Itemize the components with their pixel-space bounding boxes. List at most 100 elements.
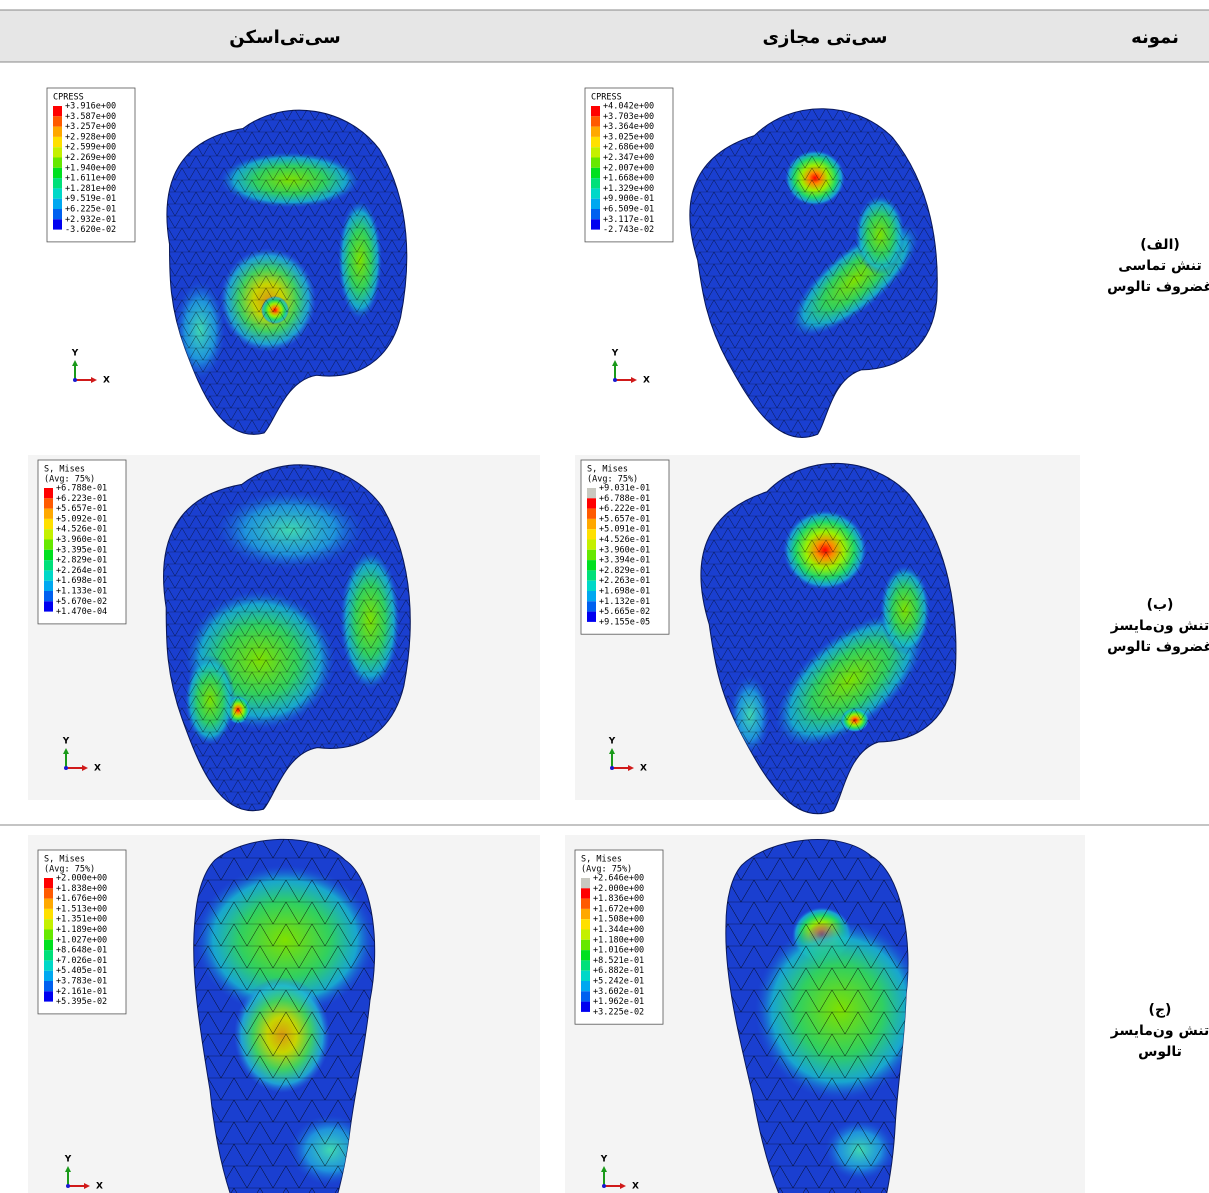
row-label: غضروف تالوس: [1107, 639, 1209, 655]
legend-swatch: [53, 116, 62, 126]
legend-value: +2.000e+00: [593, 884, 644, 894]
legend-value: +1.133e-01: [56, 587, 107, 597]
axis-y-label: Y: [611, 349, 619, 359]
header-band: [0, 10, 1209, 62]
legend-swatch: [591, 219, 600, 229]
legend-swatch: [581, 981, 590, 991]
legend-swatch: [53, 178, 62, 188]
legend-swatch: [44, 601, 53, 611]
legend-value: +1.668e+00: [603, 174, 654, 184]
legend-value: +3.394e-01: [599, 556, 650, 566]
legend-swatch: [44, 488, 53, 498]
legend-value: +2.161e-01: [56, 987, 107, 997]
legend-swatch: [44, 591, 53, 601]
model-spots: [615, 45, 1015, 485]
legend-value: +4.526e-01: [599, 535, 650, 545]
legend-value: +3.364e+00: [603, 122, 654, 132]
legend-swatch: [44, 498, 53, 508]
legend-swatch: [53, 147, 62, 157]
legend-value: +2.646e+00: [593, 874, 644, 884]
legend-swatch: [587, 550, 596, 560]
legend-swatch: [44, 971, 53, 981]
legend-swatch: [587, 488, 596, 498]
legend-swatch: [53, 188, 62, 198]
legend-value: +1.344e+00: [593, 925, 644, 935]
axis-origin: [64, 766, 68, 770]
legend-swatch: [581, 950, 590, 960]
legend-value: +2.263e-01: [599, 576, 650, 586]
legend-swatch: [587, 570, 596, 580]
legend-swatch: [581, 919, 590, 929]
legend-value: +5.242e-01: [593, 977, 644, 987]
row-label: تالوس: [1138, 1044, 1182, 1060]
row-label: تنش تماسی: [1118, 258, 1201, 274]
axis-y-label: Y: [600, 1155, 608, 1165]
legend-value: +2.829e-01: [599, 566, 650, 576]
legend-value: +2.347e+00: [603, 153, 654, 163]
page: سی‌تی‌اسکن سی‌تی مجازی نمونه (الف) تنش تم…: [0, 0, 1209, 1193]
legend-value: +1.838e+00: [56, 884, 107, 894]
legend-value: +9.155e-05: [599, 617, 650, 627]
legend-swatch: [587, 581, 596, 591]
legend-value: +3.025e+00: [603, 132, 654, 142]
legend-value: +1.016e+00: [593, 946, 644, 956]
legend-swatch: [581, 888, 590, 898]
row-label: (الف): [1140, 237, 1180, 253]
legend-swatch: [587, 540, 596, 550]
header-sample: نمونه: [1131, 27, 1179, 48]
legend-value: +1.676e+00: [56, 894, 107, 904]
legend-value: +5.657e-01: [599, 514, 650, 524]
legend-value: +1.611e+00: [65, 174, 116, 184]
axis-origin: [610, 766, 614, 770]
legend-swatch: [44, 919, 53, 929]
legend-value: +1.189e+00: [56, 925, 107, 935]
legend-value: +2.829e-01: [56, 556, 107, 566]
legend-value: +5.395e-02: [56, 997, 107, 1007]
legend-value: +9.519e-01: [65, 194, 116, 204]
axis-origin: [613, 378, 617, 382]
legend-swatch: [581, 899, 590, 909]
legend-swatch: [581, 940, 590, 950]
legend-swatch: [44, 509, 53, 519]
legend-swatch: [591, 106, 600, 116]
legend-swatch: [587, 601, 596, 611]
mesh: [615, 45, 1015, 485]
axis-y-label: Y: [608, 737, 616, 747]
header-virtual: سی‌تی مجازی: [763, 27, 888, 48]
legend-swatch: [53, 127, 62, 137]
legend-value: +1.672e+00: [593, 904, 644, 914]
legend-value: +3.602e-01: [593, 987, 644, 997]
legend-value: +6.222e-01: [599, 504, 650, 514]
legend-swatch: [44, 991, 53, 1001]
legend-swatch: [581, 930, 590, 940]
header-ctscan: سی‌تی‌اسکن: [229, 27, 340, 48]
legend-swatch: [581, 991, 590, 1001]
legend-value: +7.026e-01: [56, 956, 107, 966]
axis-origin: [602, 1184, 606, 1188]
axis-x-label: X: [103, 376, 110, 386]
legend-swatch: [591, 116, 600, 126]
legend-value: +6.223e-01: [56, 494, 107, 504]
axis-y-head: [72, 360, 78, 366]
row-label: (ب): [1147, 597, 1174, 613]
legend-swatch: [53, 209, 62, 219]
legend-swatch: [587, 591, 596, 601]
legend-swatch: [591, 147, 600, 157]
row-label: تنش ون‌مایسز: [1110, 618, 1209, 634]
axis-x-label: X: [632, 1182, 639, 1192]
legend-value: +1.281e+00: [65, 184, 116, 194]
legend-value: +1.508e+00: [593, 915, 644, 925]
legend-swatch: [591, 188, 600, 198]
legend-swatch: [53, 158, 62, 168]
legend-value: +3.960e-01: [599, 545, 650, 555]
legend-swatch: [53, 199, 62, 209]
legend-swatch: [44, 888, 53, 898]
legend-value: +6.788e-01: [56, 484, 107, 494]
legend-swatch: [587, 560, 596, 570]
axis-origin: [66, 1184, 70, 1188]
legend-swatch: [44, 960, 53, 970]
row-label: تنش ون‌مایسز: [1110, 1023, 1209, 1039]
legend-swatch: [587, 519, 596, 529]
legend-value: +2.264e-01: [56, 566, 107, 576]
legend-value: +1.180e+00: [593, 935, 644, 945]
